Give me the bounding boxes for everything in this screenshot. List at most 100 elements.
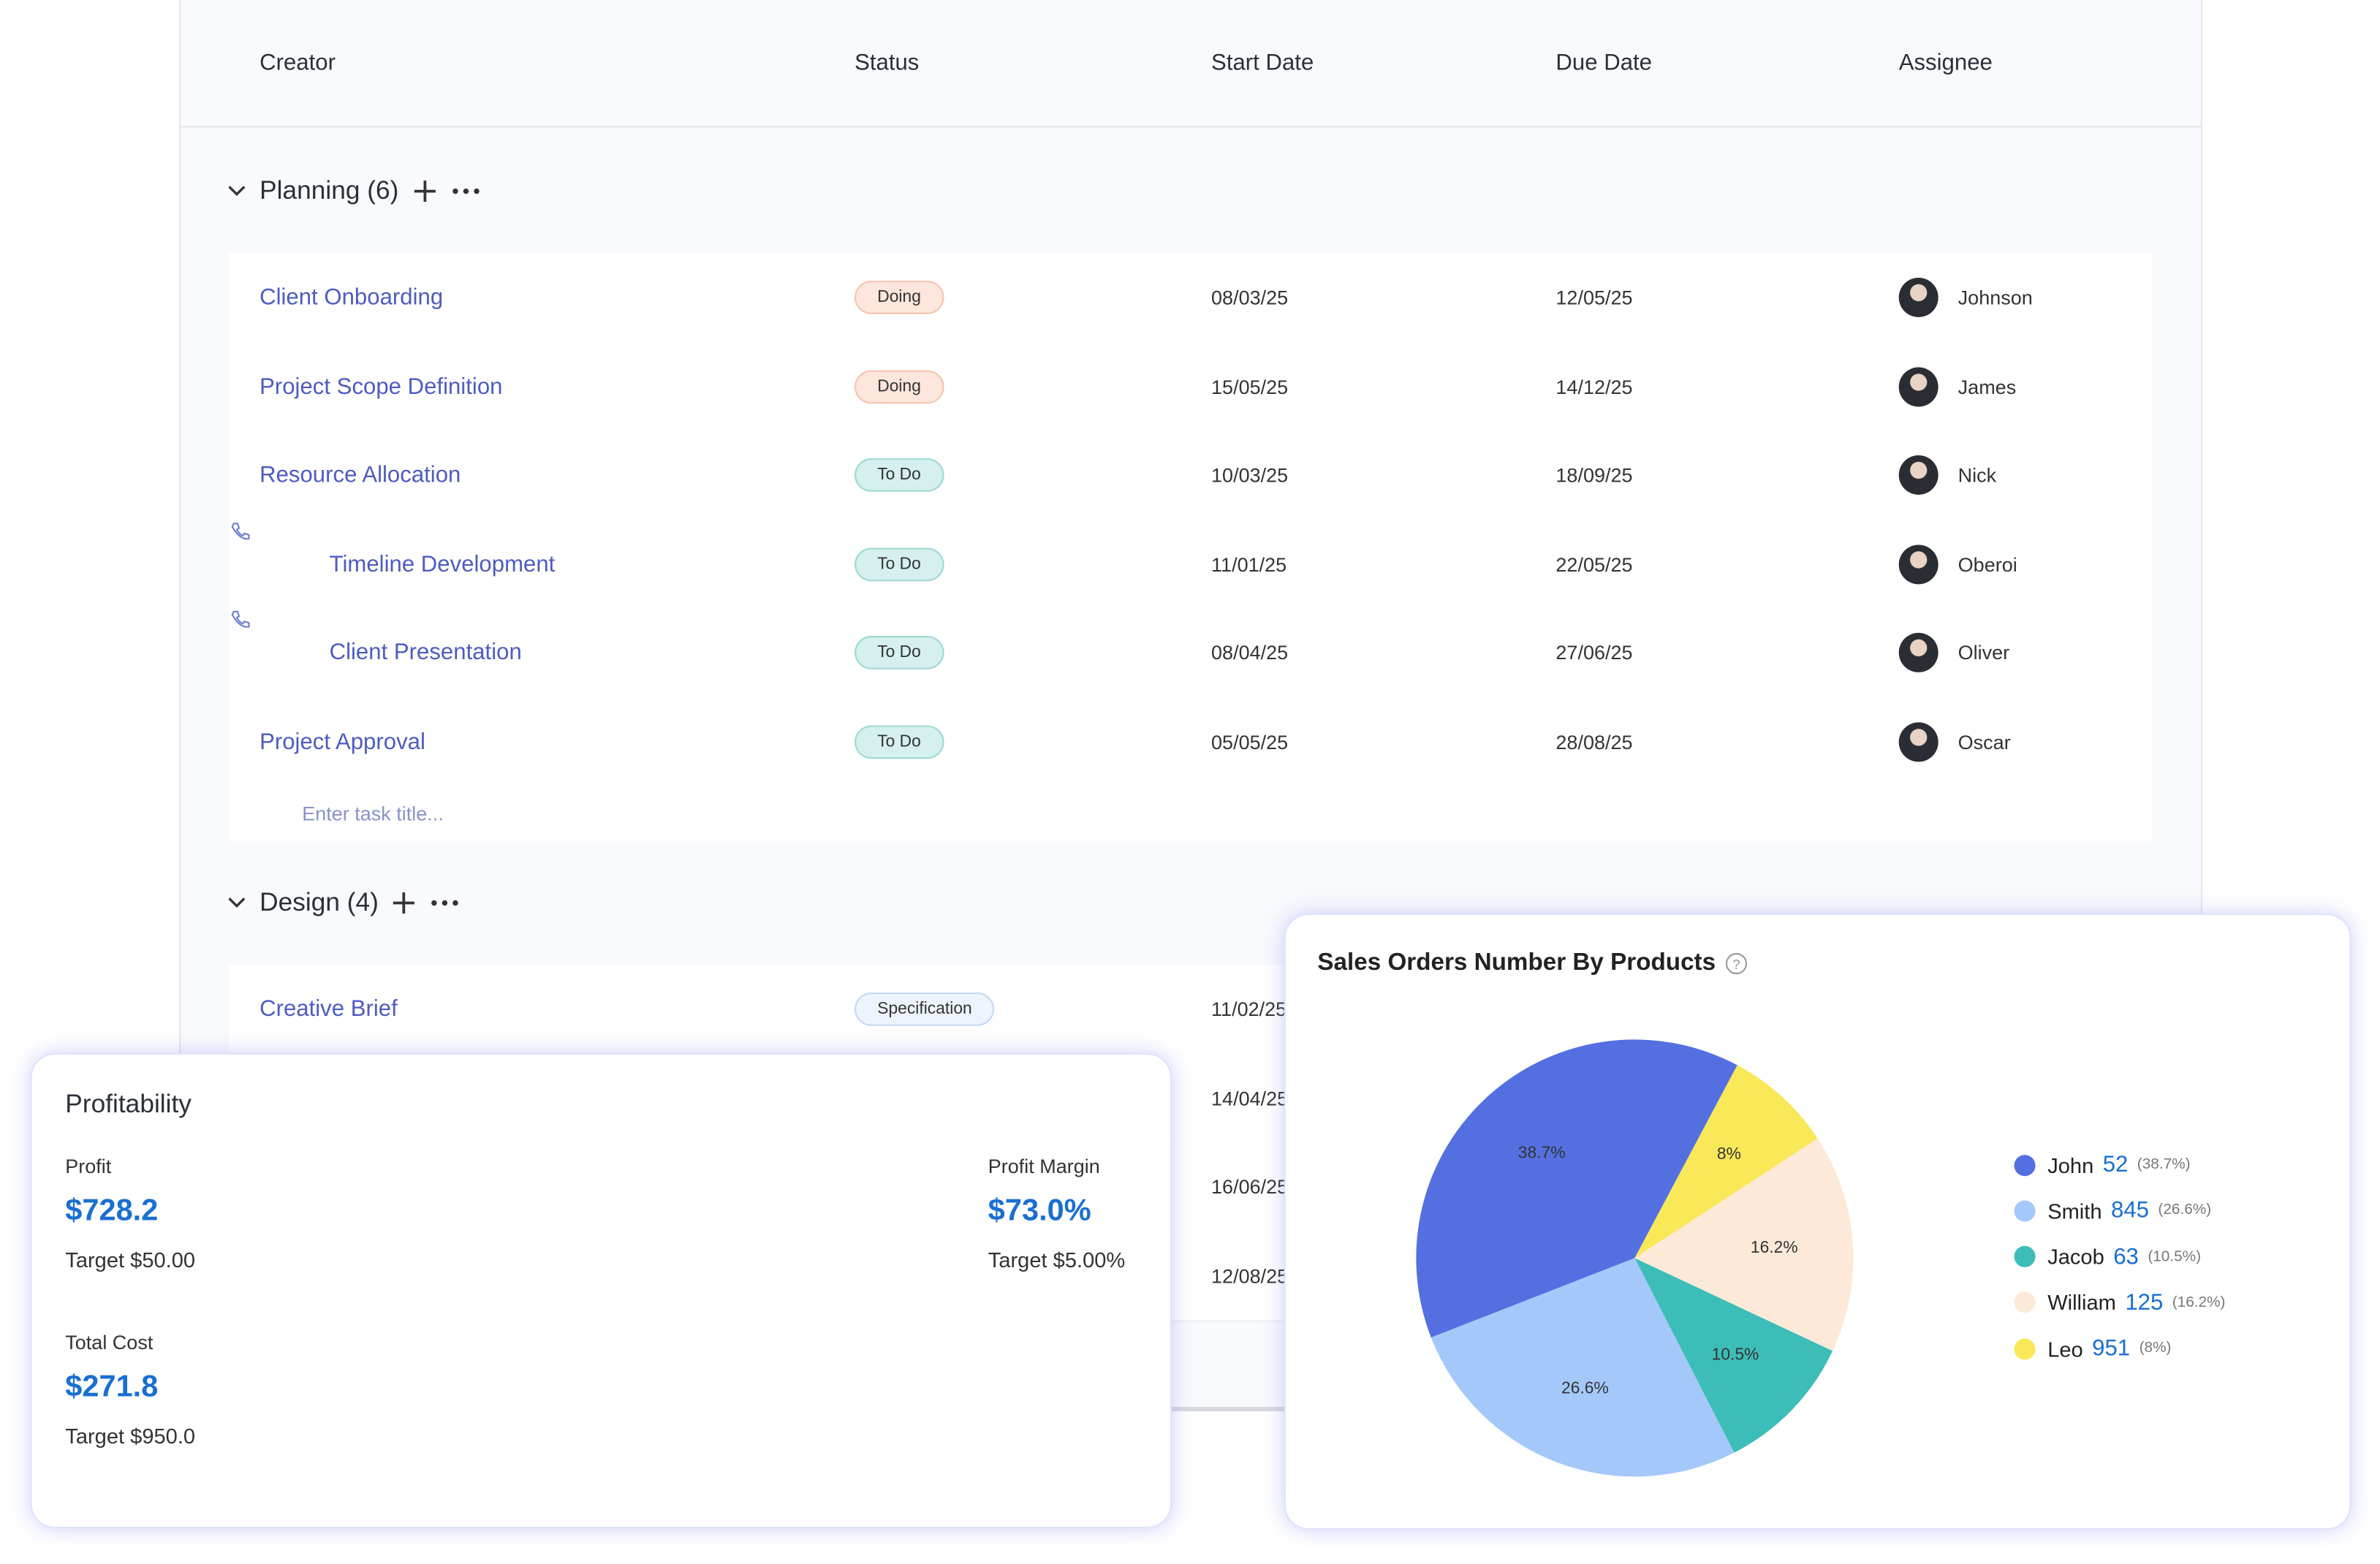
slice-label: 8% [1717, 1144, 1741, 1163]
metric-label: Profit [65, 1155, 112, 1178]
task-input[interactable]: Enter task title... [302, 802, 444, 825]
status-badge: To Do [854, 458, 944, 493]
legend-percent: (10.5%) [2148, 1248, 2202, 1265]
status-badge: To Do [854, 636, 944, 670]
avatar [1898, 366, 1939, 406]
task-row: Client Presentation To Do 08/04/25 27/06/25… [229, 608, 2153, 699]
due-date: 27/06/25 [1555, 641, 1633, 664]
add-button[interactable] [391, 889, 418, 916]
phone [231, 522, 250, 539]
due-date: 14/12/25 [1555, 375, 1633, 398]
chart-title: Sales Orders Number By Products [1317, 949, 1716, 976]
avatar [1898, 455, 1939, 496]
legend-swatch [2014, 1337, 2036, 1359]
status-badge: To Do [854, 725, 944, 759]
start-date: 15/05/25 [1211, 375, 1289, 398]
pie-slice [1416, 1039, 1737, 1338]
card-title: Profitability [65, 1089, 192, 1119]
slice-label: 38.7% [1518, 1142, 1566, 1161]
help-icon[interactable]: ? [1724, 952, 1748, 976]
group-title: Planning (6) [259, 175, 399, 205]
task-title[interactable]: Project Scope Definition [259, 373, 503, 400]
due-date: 18/09/25 [1555, 463, 1633, 487]
start-date: 08/04/25 [1211, 641, 1289, 664]
dot [452, 188, 458, 194]
assignee-name: Nick [1958, 463, 1997, 487]
task-title[interactable]: Resource Allocation [259, 462, 461, 489]
legend-name: William [2047, 1290, 2116, 1316]
task-row: Project Scope Definition Doing 15/05/25 14/… [229, 342, 2153, 433]
legend-name: Leo [2047, 1336, 2083, 1361]
legend-percent: (38.7%) [2137, 1156, 2191, 1174]
legend-percent: (26.6%) [2158, 1202, 2212, 1220]
start-date: 05/05/25 [1211, 730, 1289, 753]
profitability-card: Profitability Profit $728.2 Target $50.0… [30, 1053, 1172, 1529]
start-date: 11/02/25 [1211, 998, 1287, 1021]
collapse-toggle[interactable] [226, 181, 247, 202]
legend-swatch [2014, 1291, 2036, 1313]
legend-count: 52 [2102, 1152, 2129, 1178]
assignee-name: Johnson [1958, 286, 2033, 310]
group-header: Design (4) [226, 885, 461, 922]
legend-item: Smith 845 (26.6%) [2014, 1198, 2212, 1223]
more-button[interactable] [450, 178, 481, 205]
slice-label: 10.5% [1712, 1344, 1759, 1363]
group-title: Design (4) [259, 887, 379, 917]
legend-swatch [2014, 1200, 2036, 1222]
start-date: 16/06/25 [1211, 1175, 1289, 1199]
legend-name: Smith [2047, 1199, 2102, 1223]
task-title[interactable]: Client Presentation [329, 639, 522, 667]
pie-chart: 38.7% 26.6% 10.5% 16.2% 8% [1416, 1039, 1854, 1477]
metric-value: $728.2 [65, 1194, 159, 1228]
chevron [228, 186, 246, 197]
legend-item: William 125 (16.2%) [2014, 1289, 2225, 1316]
collapse-toggle[interactable] [226, 892, 247, 914]
task-title[interactable]: Timeline Development [329, 551, 556, 577]
more-button[interactable] [431, 889, 461, 916]
avatar [1898, 633, 1939, 673]
due-date: 22/05/25 [1555, 553, 1633, 576]
legend-count: 951 [2092, 1335, 2131, 1362]
chevron [228, 897, 246, 908]
task-title[interactable]: Project Approval [259, 729, 425, 755]
metric-target: Target $950.0 [65, 1423, 196, 1448]
dot [473, 188, 480, 194]
assignee-name: James [1958, 375, 2017, 398]
table-header: Creator Status Start Date Due Date Assig… [181, 0, 2201, 128]
legend-count: 63 [2113, 1243, 2139, 1270]
pie-card: Sales Orders Number By Products ? 38.7% 2… [1284, 914, 2351, 1530]
metric-label: Profit Margin [988, 1155, 1100, 1178]
legend-swatch [2014, 1154, 2036, 1176]
metric-target: Target $50.00 [65, 1247, 196, 1272]
due-date: 28/08/25 [1555, 730, 1633, 753]
assignee-name: Oliver [1958, 641, 2010, 664]
start-date: 08/03/25 [1211, 286, 1289, 310]
legend-count: 125 [2125, 1289, 2164, 1316]
task-title[interactable]: Client Onboarding [259, 284, 444, 311]
start-date: 12/08/25 [1211, 1264, 1289, 1288]
legend-item: Leo 951 (8%) [2014, 1335, 2171, 1362]
metric-target: Target $5.00% [988, 1247, 1126, 1272]
pie-slice [1430, 1258, 1735, 1477]
start-date: 11/01/25 [1211, 553, 1287, 576]
legend-name: Jacob [2047, 1244, 2104, 1269]
status-badge: Doing [854, 370, 944, 403]
dot [432, 900, 438, 906]
avatar [1898, 544, 1939, 584]
assignee-name: Oberoi [1958, 553, 2017, 576]
metric-value: $271.8 [65, 1370, 159, 1404]
task-title[interactable]: Creative Brief [259, 996, 398, 1023]
plus [414, 181, 436, 202]
assignee-name: Oscar [1958, 730, 2011, 753]
status-badge: Doing [854, 281, 944, 315]
add-button[interactable] [411, 178, 438, 205]
pie-slice [1634, 1258, 1833, 1453]
column-header: Assignee [1898, 50, 1993, 76]
call-icon [231, 522, 250, 539]
column-header: Creator [259, 50, 336, 76]
phone [231, 610, 250, 628]
dot [442, 900, 449, 906]
task-row: Resource Allocation To Do 10/03/25 18/09/25… [229, 430, 2153, 522]
task-row: Timeline Development To Do 11/01/25 22/05/2… [229, 520, 2153, 610]
